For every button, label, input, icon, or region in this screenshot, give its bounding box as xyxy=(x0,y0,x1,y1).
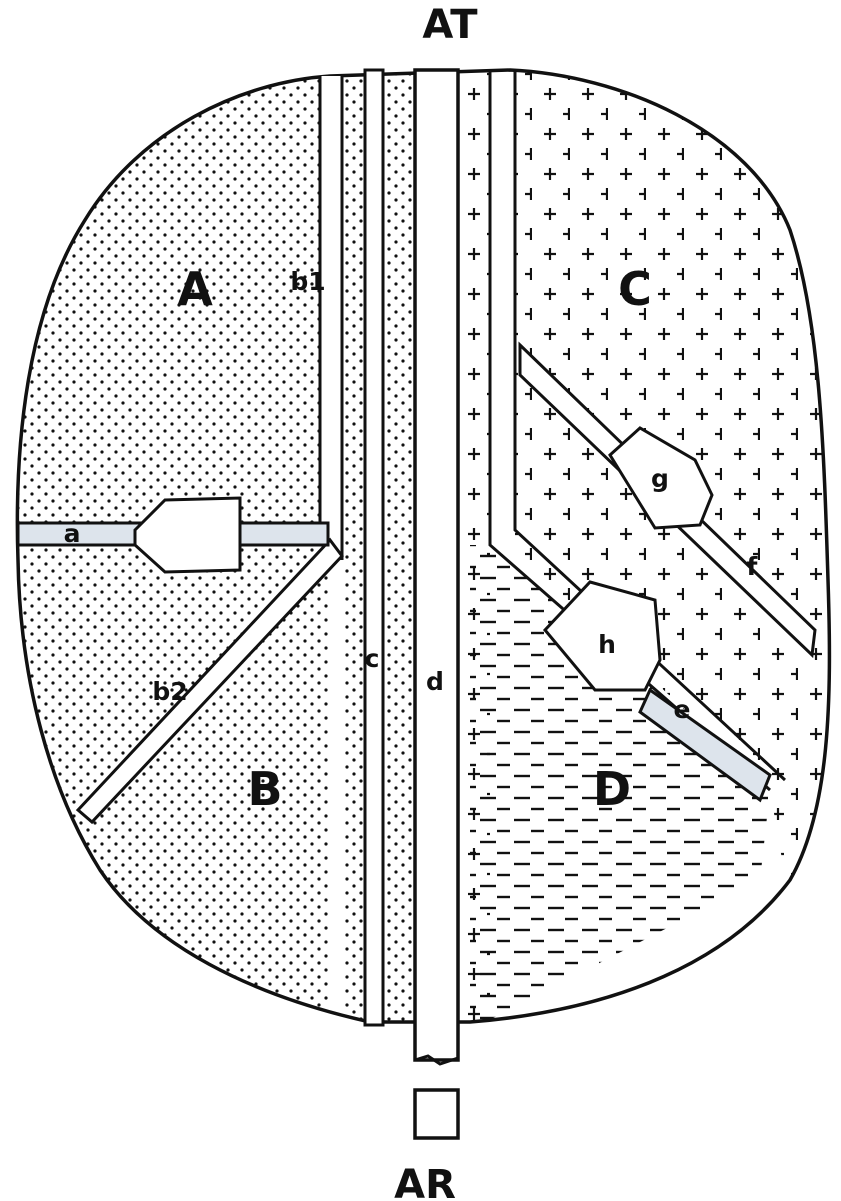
channel-b1 xyxy=(318,76,344,560)
label-region-A: A xyxy=(177,262,213,316)
node-h xyxy=(542,580,662,692)
label-channel-d: d xyxy=(426,667,444,696)
label-node-g: g xyxy=(651,464,669,493)
node-g xyxy=(608,426,714,530)
label-channel-b1: b1 xyxy=(290,267,325,296)
label-channel-e: e xyxy=(674,695,691,724)
channel-c xyxy=(363,68,385,1027)
node-a xyxy=(133,496,242,574)
oval-outline xyxy=(15,68,832,1024)
label-channel-b2: b2 xyxy=(152,677,187,706)
label-channel-a: a xyxy=(64,519,81,548)
label-region-B: B xyxy=(247,762,282,816)
region-D-fill xyxy=(470,545,770,1022)
channel-e xyxy=(638,687,772,803)
region-C-fill xyxy=(515,70,830,1022)
label-top: AT xyxy=(422,2,478,48)
region-B-fill xyxy=(17,560,330,1022)
channel-d-stub xyxy=(413,1088,460,1140)
label-node-h: h xyxy=(598,630,616,659)
label-channel-c: c xyxy=(365,644,380,673)
channel-d xyxy=(413,68,460,1140)
channel-b2 xyxy=(75,537,344,825)
label-region-D: D xyxy=(593,762,631,816)
label-region-C: C xyxy=(618,262,652,316)
label-bottom: AR xyxy=(394,1162,456,1201)
label-channel-f: f xyxy=(747,552,759,581)
